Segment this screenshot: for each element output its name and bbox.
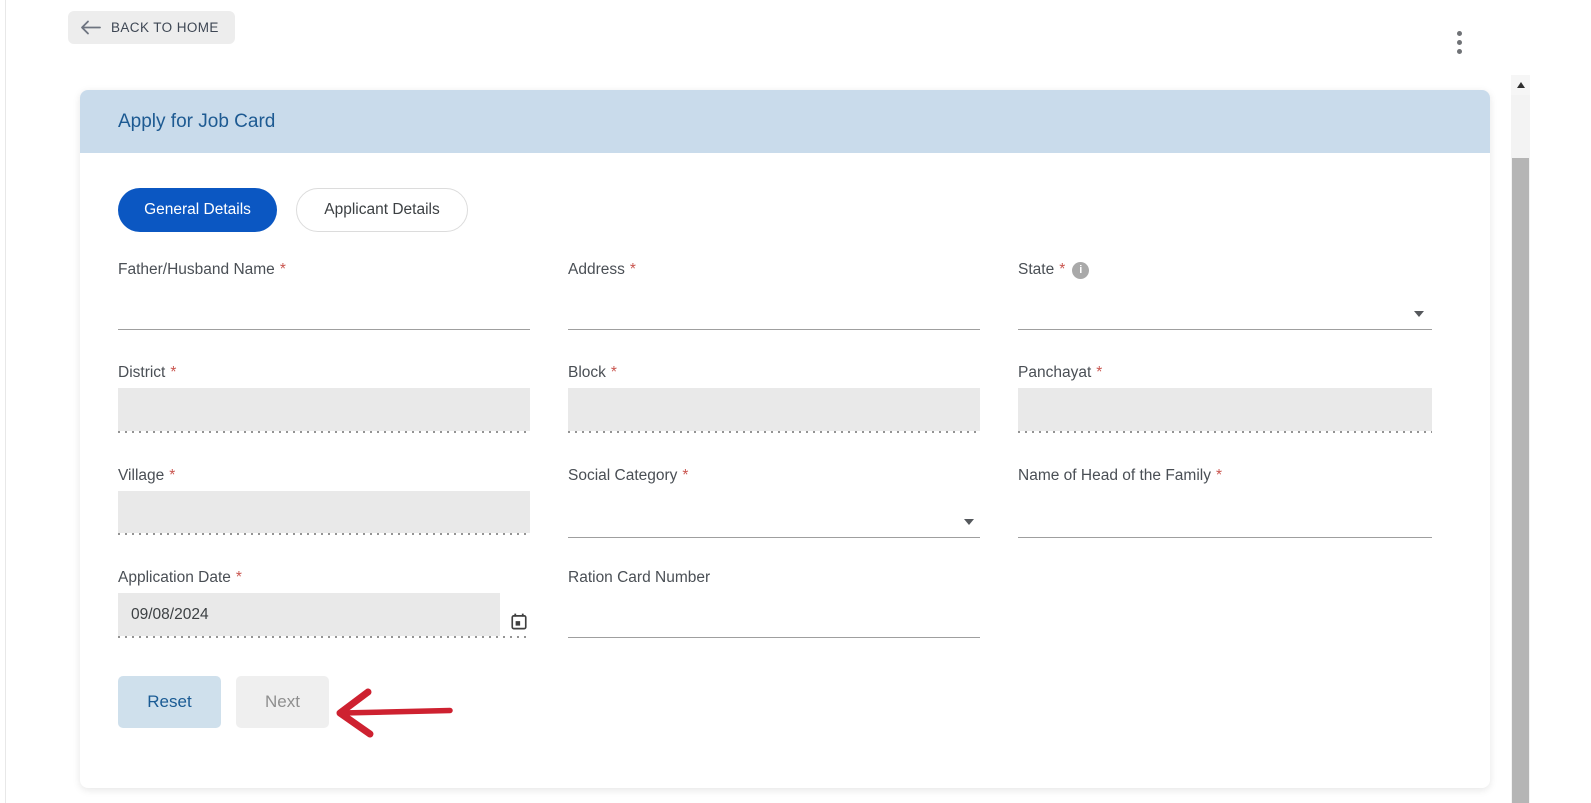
chevron-down-icon (964, 519, 974, 525)
info-icon[interactable]: i (1072, 261, 1090, 279)
scrollbar-thumb[interactable] (1512, 158, 1529, 803)
village-select-disabled[interactable] (118, 491, 530, 533)
social-category-select[interactable] (568, 502, 980, 538)
field-village: Village * (118, 466, 530, 535)
field-label: Village * (118, 467, 176, 484)
panchayat-select-disabled[interactable] (1018, 388, 1432, 431)
required-asterisk: * (235, 569, 242, 586)
field-social-category: Social Category * (568, 466, 980, 538)
required-asterisk: * (1059, 261, 1066, 278)
scrollbar-track[interactable] (1511, 75, 1530, 803)
required-asterisk: * (279, 261, 286, 278)
reset-button[interactable]: Reset (118, 676, 221, 728)
ration-card-number-input[interactable] (568, 602, 980, 638)
back-to-home-button[interactable]: BACK TO HOME (68, 11, 235, 44)
field-father-husband-name: Father/Husband Name * (118, 260, 530, 330)
field-label: Social Category * (568, 467, 689, 484)
dotted-underline (118, 636, 530, 638)
state-select[interactable] (1018, 294, 1432, 330)
dotted-underline (1018, 431, 1432, 433)
field-label: District * (118, 364, 177, 381)
calendar-icon[interactable] (509, 611, 529, 631)
father-husband-name-input[interactable] (118, 294, 530, 330)
required-asterisk: * (610, 364, 617, 381)
field-label: Ration Card Number (568, 569, 711, 586)
required-asterisk: * (682, 467, 689, 484)
tab-general-details[interactable]: General Details (118, 188, 277, 232)
required-asterisk: * (629, 261, 636, 278)
application-date-input-disabled[interactable]: 09/08/2024 (118, 593, 500, 636)
dotted-underline (118, 533, 530, 535)
address-input[interactable] (568, 294, 980, 330)
field-label: Father/Husband Name * (118, 261, 286, 278)
field-label: Block * (568, 364, 617, 381)
field-address: Address * (568, 260, 980, 330)
card-header: Apply for Job Card (80, 90, 1490, 153)
required-asterisk: * (1096, 364, 1103, 381)
field-state: State * i (1018, 260, 1432, 330)
head-of-family-name-input[interactable] (1018, 502, 1432, 538)
field-application-date: Application Date * 09/08/2024 (118, 568, 530, 638)
field-ration-card-number: Ration Card Number (568, 568, 980, 638)
field-label: State * i (1018, 260, 1432, 280)
page-title: Apply for Job Card (118, 110, 276, 132)
field-label: Address * (568, 261, 636, 278)
chevron-down-icon (1414, 311, 1424, 317)
block-select-disabled[interactable] (568, 388, 980, 431)
next-button[interactable]: Next (236, 676, 329, 728)
field-district: District * (118, 363, 530, 433)
scrollbar-up-arrow[interactable] (1511, 75, 1530, 95)
kebab-menu-icon[interactable] (1450, 26, 1468, 58)
dotted-underline (568, 431, 980, 433)
left-border-line (5, 0, 6, 803)
dotted-underline (118, 431, 530, 433)
field-block: Block * (568, 363, 980, 433)
tab-applicant-details[interactable]: Applicant Details (296, 188, 468, 232)
field-label: Panchayat * (1018, 364, 1103, 381)
triangle-up-icon (1516, 82, 1525, 88)
required-asterisk: * (170, 364, 177, 381)
arrow-left-icon (80, 20, 101, 35)
back-to-home-label: BACK TO HOME (111, 20, 219, 35)
field-label: Application Date * (118, 569, 242, 586)
required-asterisk: * (1215, 467, 1223, 484)
required-asterisk: * (169, 467, 176, 484)
field-label: Name of Head of the Family * (1018, 467, 1223, 484)
district-select-disabled[interactable] (118, 388, 530, 431)
field-head-of-family-name: Name of Head of the Family * (1018, 466, 1432, 538)
field-panchayat: Panchayat * (1018, 363, 1432, 433)
